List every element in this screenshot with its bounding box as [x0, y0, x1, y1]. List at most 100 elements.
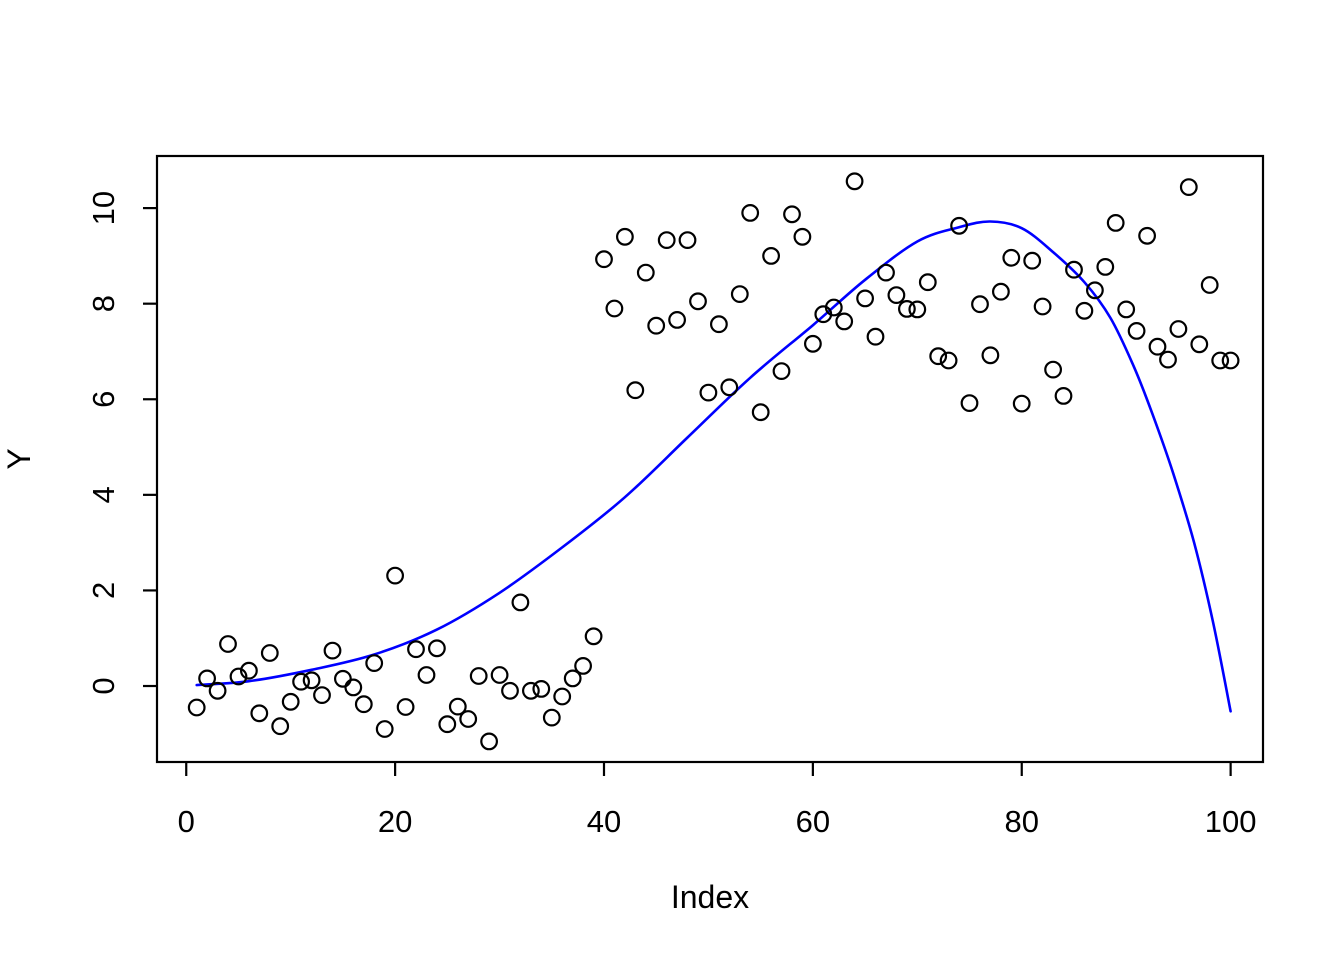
- data-point: [918, 273, 937, 292]
- data-point: [845, 172, 864, 191]
- data-point: [396, 698, 415, 716]
- x-tick-label: 100: [1205, 804, 1257, 839]
- data-point: [689, 292, 707, 311]
- data-point: [187, 698, 206, 717]
- y-tick-label: 6: [86, 391, 121, 408]
- data-point: [1096, 258, 1115, 276]
- x-tick-label: 60: [796, 804, 830, 839]
- x-tick-label: 40: [587, 804, 621, 839]
- data-point: [1012, 394, 1031, 413]
- y-tick-label: 8: [86, 295, 121, 312]
- data-point: [1085, 281, 1104, 300]
- plot-area: [155, 154, 1265, 764]
- data-point: [1127, 322, 1146, 340]
- data-point: [490, 666, 509, 684]
- data-point: [1106, 213, 1125, 232]
- data-point: [992, 282, 1010, 301]
- data-point: [365, 654, 384, 672]
- data-point: [1044, 360, 1062, 379]
- data-point: [1117, 300, 1136, 319]
- fit-curve: [195, 220, 1232, 713]
- data-point: [292, 672, 311, 691]
- data-point: [626, 381, 645, 400]
- data-point: [438, 715, 457, 734]
- data-point: [981, 346, 1000, 365]
- data-point: [344, 678, 363, 697]
- data-point: [939, 351, 958, 370]
- data-point: [699, 383, 718, 402]
- data-point: [824, 298, 843, 317]
- data-point: [730, 285, 749, 304]
- data-point: [1200, 276, 1219, 294]
- y-tick-label: 0: [86, 677, 121, 694]
- data-point: [751, 403, 770, 422]
- data-point: [720, 378, 739, 397]
- x-tick-label: 80: [1005, 804, 1039, 839]
- data-point: [678, 231, 697, 250]
- data-point: [856, 289, 874, 308]
- data-point: [1033, 297, 1052, 316]
- data-point: [522, 681, 540, 700]
- data-point: [250, 704, 269, 723]
- data-point: [501, 681, 519, 700]
- data-point: [198, 669, 217, 688]
- data-point: [971, 295, 989, 314]
- data-point: [950, 216, 968, 235]
- data-point: [239, 661, 258, 680]
- data-point: [1002, 248, 1021, 267]
- data-point: [866, 327, 885, 346]
- data-point: [1211, 351, 1230, 370]
- data-point: [657, 231, 676, 250]
- data-point: [459, 710, 478, 728]
- data-point: [1054, 387, 1073, 405]
- data-point: [616, 227, 634, 246]
- data-point: [605, 299, 624, 318]
- data-point: [762, 246, 780, 265]
- data-point: [553, 687, 572, 706]
- data-point: [323, 641, 342, 660]
- data-point: [804, 334, 822, 353]
- x-axis-title: Index: [671, 879, 749, 915]
- data-point: [783, 205, 801, 224]
- data-point: [260, 644, 279, 662]
- data-point: [532, 680, 551, 698]
- data-point: [1159, 350, 1177, 369]
- data-point: [929, 347, 948, 366]
- data-point: [375, 720, 394, 738]
- data-point: [877, 263, 895, 282]
- data-point: [271, 717, 290, 736]
- y-axis-title: Y: [1, 448, 37, 469]
- data-point: [302, 671, 321, 690]
- data-point: [469, 667, 488, 685]
- data-point: [354, 695, 373, 714]
- data-point: [334, 669, 352, 688]
- data-point: [772, 362, 791, 381]
- data-point: [480, 732, 499, 751]
- data-point: [636, 263, 655, 282]
- data-point: [542, 708, 561, 727]
- x-tick-label: 0: [178, 804, 195, 839]
- data-point: [647, 316, 666, 335]
- data-point: [428, 639, 446, 658]
- data-point: [407, 640, 425, 659]
- y-tick-label: 4: [86, 486, 121, 503]
- data-points: [187, 172, 1240, 751]
- data-point: [898, 300, 916, 318]
- data-point: [710, 315, 728, 334]
- data-point: [1221, 351, 1240, 370]
- y-axis: 0 2 4 6 8 10: [86, 191, 157, 695]
- x-tick-label: 20: [378, 804, 412, 839]
- data-point: [1023, 251, 1042, 270]
- data-point: [386, 566, 405, 585]
- data-point: [563, 669, 582, 688]
- data-point: [281, 692, 300, 711]
- data-point: [229, 667, 248, 686]
- data-point: [1148, 337, 1167, 356]
- data-point: [574, 657, 592, 675]
- y-tick-label: 10: [86, 191, 121, 225]
- data-point: [511, 593, 530, 612]
- data-point: [208, 681, 227, 700]
- data-point: [793, 227, 812, 246]
